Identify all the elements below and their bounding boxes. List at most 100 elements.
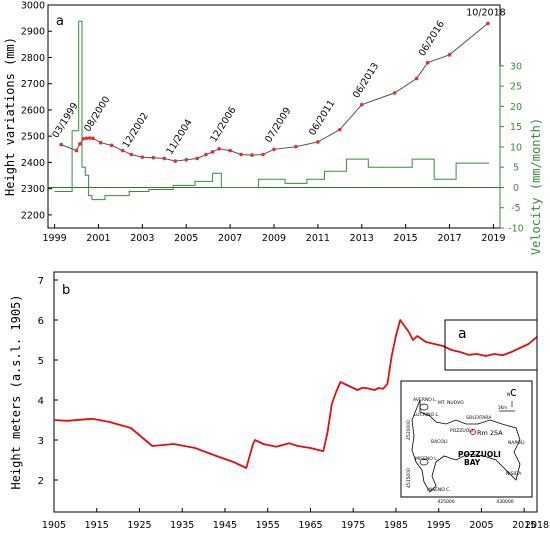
y2-tick-label: 30 — [510, 61, 522, 72]
map-place-label: BACOLI — [431, 439, 448, 445]
map-place-label: Rm 25A — [477, 429, 503, 437]
height-data-point — [98, 140, 103, 145]
x-tick-label: 2001 — [86, 233, 110, 244]
panel-b-frame — [53, 271, 538, 513]
panel-a-line-chart: a 2200 2300 2400 2500 2600 2700 2800 2900 3000 199… — [3, 1, 543, 256]
x-tick-label: 1999 — [42, 233, 66, 244]
x-tick-label: 2015 — [394, 233, 418, 244]
map-scale-label: 1Km — [498, 405, 507, 410]
height-data-point — [204, 152, 208, 157]
x-tick-label: 2019 — [481, 233, 505, 244]
y-tick-label: 4 — [38, 396, 44, 407]
x-tick-label: 2017 — [437, 233, 461, 244]
height-data-point — [91, 136, 95, 141]
x-tick-label: 2018 — [525, 520, 549, 531]
y-tick-label: 5 — [38, 356, 44, 367]
x-tick-label: 1925 — [127, 520, 151, 531]
x-tick-label: 1975 — [341, 520, 365, 531]
height-data-point — [425, 60, 430, 65]
y-tick-label: 2600 — [21, 105, 45, 116]
panel-b-line-chart: b 2 3 4 5 6 7 1905 1915 1925 1935 1945 1955 1965 1975 1… — [9, 271, 549, 531]
date-annotation: 12/2006 — [208, 105, 238, 144]
map-place-label: MISENO C. — [427, 487, 451, 493]
height-data-point — [184, 157, 189, 162]
height-data-point — [210, 150, 215, 154]
velocity-series-line — [54, 20, 489, 201]
height-data-point — [486, 21, 490, 26]
y2-tick-label: 10 — [510, 142, 522, 153]
map-place-label: MT. NUOVO — [438, 400, 464, 406]
y2-tick-label: -10 — [508, 224, 524, 235]
height-data-point — [120, 148, 125, 153]
map-place-label: NISIDA — [506, 471, 522, 477]
height-data-point — [59, 142, 63, 147]
y-tick-label: 2500 — [21, 132, 45, 143]
height-data-point — [261, 152, 265, 157]
map-place-label: LUCRINO L. — [414, 412, 439, 418]
height-data-point — [162, 156, 167, 161]
date-annotation: 10/2018 — [466, 7, 505, 18]
x-tick-label: 2003 — [130, 233, 154, 244]
inset-map-label: c — [510, 385, 517, 399]
x-tick-label: 2015 — [512, 520, 536, 531]
y-tick-label: 2900 — [21, 27, 45, 38]
miseno-lake-shape — [419, 458, 429, 466]
panel-b-label: b — [62, 283, 70, 298]
height-data-point — [195, 156, 200, 161]
map-coordinate-label: 425000 — [437, 499, 454, 505]
map-place-label: POZZUOLI — [450, 428, 473, 434]
height-data-point — [74, 148, 79, 153]
map-place-label: MISENO L. — [415, 456, 438, 462]
y-axis-label: Height variations (mm) — [3, 37, 17, 196]
averno-lake-shape — [419, 403, 429, 411]
height-data-point — [173, 159, 178, 163]
date-annotation: 06/2013 — [351, 61, 381, 100]
y-tick-label: 6 — [38, 316, 44, 327]
date-annotation: 07/2009 — [263, 106, 293, 145]
inset-map-frame — [400, 380, 533, 498]
y-tick-label: 2400 — [21, 158, 45, 169]
height-data-point — [78, 142, 82, 146]
x-tick-label: 1965 — [298, 520, 322, 531]
height-data-point — [84, 136, 89, 141]
height-data-point — [239, 152, 243, 157]
y2-axis-label: Velocity (mm/month) — [529, 118, 543, 255]
x-tick-label: 1905 — [42, 520, 66, 531]
height-data-point — [447, 53, 452, 57]
coastline-outline — [411, 399, 521, 493]
benchmark-marker — [470, 429, 476, 435]
height-data-point — [272, 147, 276, 152]
y-tick-label: 3 — [38, 436, 44, 447]
map-place-label: N — [507, 392, 510, 398]
map-coordinate-label: 4515000 — [406, 468, 412, 488]
date-annotation: 11/2004 — [164, 117, 194, 156]
map-coordinate-label: 4520000 — [406, 420, 412, 440]
inset-map: c AVERNO L.MT. NUOVO LUCRINO L. SOLFATARA PO… — [400, 380, 533, 505]
map-place-label: BAY — [464, 458, 481, 467]
height-data-point — [392, 91, 397, 95]
height-data-point — [140, 155, 145, 159]
y-tick-label: 2 — [38, 476, 44, 487]
date-annotation: 12/2002 — [121, 111, 151, 150]
map-place-label: POZZUOLI — [458, 450, 501, 459]
date-annotation: 08/2000 — [82, 95, 112, 134]
height-data-point — [359, 102, 364, 107]
height-data-point — [228, 148, 232, 153]
y2-tick-label: -5 — [511, 203, 520, 214]
height-data-point — [294, 144, 298, 149]
x-tick-label: 1995 — [427, 520, 451, 531]
y-tick-label: 2800 — [21, 53, 45, 64]
y-tick-label: 2300 — [21, 184, 45, 195]
map-place-label: SOLFATARA — [466, 415, 492, 421]
x-tick-label: 2013 — [350, 233, 374, 244]
height-series-line — [53, 319, 538, 469]
height-data-point — [250, 153, 254, 157]
date-annotation: 03/1999 — [50, 101, 80, 140]
height-data-point — [109, 143, 114, 148]
y2-tick-label: 25 — [510, 82, 522, 93]
y2-tick-label: 20 — [510, 102, 522, 113]
y-tick-label: 2200 — [21, 210, 45, 221]
height-data-point — [316, 140, 320, 144]
x-tick-label: 1915 — [85, 520, 109, 531]
